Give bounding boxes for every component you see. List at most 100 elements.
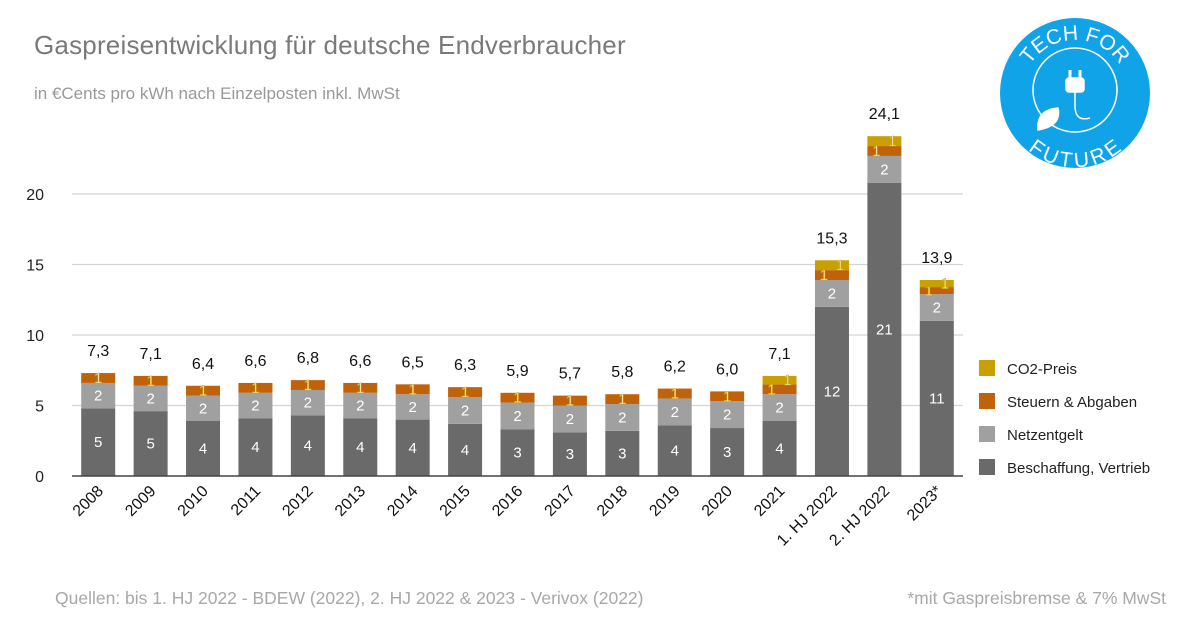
bar-segment xyxy=(552,432,587,476)
bar-segment xyxy=(710,391,745,402)
bar-segment xyxy=(186,385,221,396)
footnote: *mit Gaspreisbremse & 7% MwSt xyxy=(907,588,1166,608)
segment-label: 1 xyxy=(94,370,102,387)
segment-label: 4 xyxy=(199,441,207,458)
tech-for-future-logo: TECH FOR FUTURE xyxy=(1000,18,1150,168)
x-tick-label: 2015 xyxy=(437,483,474,520)
y-tick-label: 20 xyxy=(26,187,44,204)
bar-segment xyxy=(605,404,640,431)
segment-label: 4 xyxy=(304,438,312,455)
segment-label: 2 xyxy=(513,408,521,425)
bar-segment xyxy=(867,182,902,476)
x-tick-label: 2023* xyxy=(904,483,946,525)
segment-label: 1 xyxy=(836,257,844,274)
segment-label: 3 xyxy=(513,445,521,462)
bar-segment xyxy=(762,384,797,395)
y-tick-label: 15 xyxy=(26,258,44,275)
bar-segment xyxy=(343,382,378,393)
segment-label: 1 xyxy=(199,383,207,400)
source-note: Quellen: bis 1. HJ 2022 - BDEW (2022), 2… xyxy=(55,588,644,608)
legend-label: Steuern & Abgaben xyxy=(1007,394,1137,411)
segment-label: 2 xyxy=(618,409,626,426)
bar-segment xyxy=(500,402,535,430)
bar-segment xyxy=(919,280,954,288)
legend-label: Netzentgelt xyxy=(1007,427,1084,444)
bar-segment xyxy=(710,401,745,429)
segment-label: 2 xyxy=(566,411,574,428)
x-tick-label: 2017 xyxy=(542,483,579,520)
segment-label: 1 xyxy=(304,377,312,394)
bar-segment xyxy=(762,394,797,422)
total-label: 6,5 xyxy=(402,354,424,371)
total-label: 5,7 xyxy=(559,366,581,383)
bar-segment xyxy=(133,411,168,476)
segment-label: 4 xyxy=(775,441,783,458)
x-tick-label: 2008 xyxy=(70,483,107,520)
segment-label: 1 xyxy=(941,276,949,293)
bar-segment xyxy=(762,375,797,385)
segment-label: 4 xyxy=(409,440,417,457)
y-tick-label: 10 xyxy=(26,328,44,345)
x-tick-label: 2011 xyxy=(228,483,264,519)
x-tick-label: 2020 xyxy=(699,483,736,520)
segment-label: 1 xyxy=(888,133,896,150)
x-tick-label: 2018 xyxy=(594,483,631,520)
bar-segment xyxy=(814,270,849,281)
segment-label: 2 xyxy=(304,395,312,412)
segment-label: 5 xyxy=(94,434,102,451)
total-label: 6,3 xyxy=(454,357,476,374)
bar-segment xyxy=(762,421,797,476)
segment-label: 2 xyxy=(828,285,836,302)
bar-segment xyxy=(919,320,954,476)
bar-segment xyxy=(500,429,535,476)
segment-label: 1 xyxy=(925,283,933,300)
segment-label: 2 xyxy=(251,398,259,415)
bar-segment xyxy=(710,428,745,476)
legend-swatch xyxy=(979,393,995,409)
segment-label: 2 xyxy=(94,388,102,405)
total-label: 6,2 xyxy=(664,359,686,376)
total-label: 7,1 xyxy=(139,346,161,363)
x-tick-label: 2013 xyxy=(332,483,369,520)
bar-segment xyxy=(448,423,483,476)
bar-segment xyxy=(814,280,849,307)
x-tick-label: 2019 xyxy=(646,483,683,520)
segment-label: 1 xyxy=(618,391,626,408)
segment-label: 1 xyxy=(146,373,154,390)
segment-label: 2 xyxy=(356,398,364,415)
plug-leaf-icon xyxy=(1032,47,1118,133)
bar-segment xyxy=(867,146,902,156)
bar-segment xyxy=(343,418,378,476)
bar-segment xyxy=(395,384,430,395)
total-label: 24,1 xyxy=(869,106,900,123)
bar-segment xyxy=(814,306,849,476)
bar-segment xyxy=(605,394,640,405)
segment-label: 1 xyxy=(872,143,880,160)
x-tick-label: 2009 xyxy=(122,483,159,520)
segment-label: 4 xyxy=(251,439,259,456)
segment-label: 3 xyxy=(723,444,731,461)
bar-segment xyxy=(290,380,325,390)
segment-label: 3 xyxy=(618,445,626,462)
bar-segment xyxy=(552,405,587,433)
total-label: 15,3 xyxy=(816,230,847,247)
total-label: 6,0 xyxy=(716,361,738,378)
segment-label: 5 xyxy=(146,436,154,453)
segment-label: 4 xyxy=(671,443,679,460)
bar-segment xyxy=(81,408,116,476)
segment-label: 1 xyxy=(409,381,417,398)
segment-label: 2 xyxy=(409,399,417,416)
segment-label: 2 xyxy=(880,161,888,178)
chart-title: Gaspreisentwicklung für deutsche Endverb… xyxy=(34,30,626,60)
x-tick-label: 2014 xyxy=(384,483,421,520)
segment-label: 21 xyxy=(876,321,893,338)
segment-label: 1 xyxy=(671,386,679,403)
bar-segment xyxy=(657,425,692,476)
legend-swatch xyxy=(979,360,995,376)
segment-label: 1 xyxy=(566,393,574,410)
bar-segment xyxy=(81,382,116,409)
bar-segment xyxy=(81,373,116,383)
total-label: 7,1 xyxy=(768,346,790,363)
